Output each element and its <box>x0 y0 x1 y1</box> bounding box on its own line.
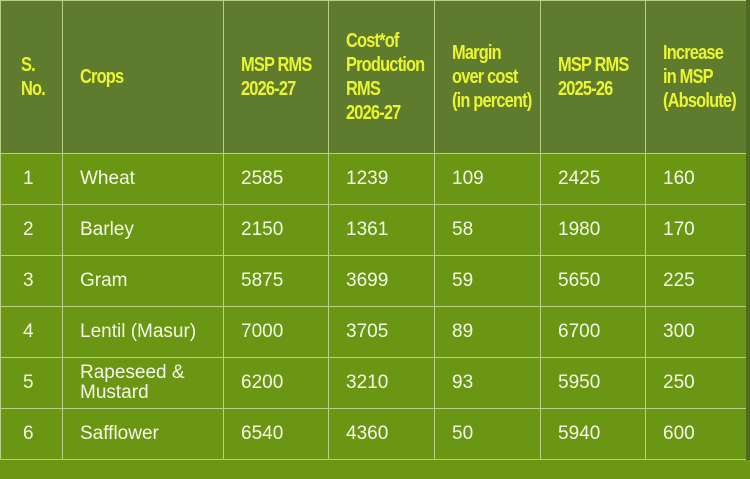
cell-increase: 300 <box>645 306 747 358</box>
table-row: 6 Safflower 6540 4360 50 5940 600 <box>0 408 747 460</box>
cell-cost-of-production: 3699 <box>328 255 435 307</box>
cell-msp-2025-26: 6700 <box>540 306 646 358</box>
cell-crop: Safflower <box>62 408 224 460</box>
header-line: Crops <box>80 66 124 88</box>
header-line: No. <box>21 78 46 100</box>
cell-crop: Wheat <box>62 153 224 205</box>
cell-msp-2026-27: 5875 <box>223 255 329 307</box>
header-sno: S. No. <box>0 0 63 154</box>
cell-msp-2025-26: 5950 <box>540 357 646 409</box>
header-line: MSP RMS <box>241 54 312 76</box>
table-row: 4 Lentil (Masur) 7000 3705 89 6700 300 <box>0 306 747 358</box>
cell-margin: 89 <box>434 306 541 358</box>
right-edge <box>746 0 750 479</box>
cell-increase: 225 <box>645 255 747 307</box>
cell-cost-of-production: 4360 <box>328 408 435 460</box>
header-line: MSP RMS <box>558 54 629 76</box>
table-row: 5 Rapeseed & Mustard 6200 3210 93 5950 250 <box>0 357 747 409</box>
header-line: Increase <box>663 42 724 64</box>
cell-crop: Lentil (Masur) <box>62 306 224 358</box>
cell-msp-2026-27: 6200 <box>223 357 329 409</box>
header-row: S. No. Crops MSP RMS 2026-27 Cost*of Productio… <box>0 0 747 154</box>
header-line: (in percent) <box>452 90 532 112</box>
msp-table: S. No. Crops MSP RMS 2026-27 Cost*of Productio… <box>0 0 747 460</box>
cell-sno: 2 <box>0 204 63 256</box>
cell-increase: 250 <box>645 357 747 409</box>
cell-sno: 3 <box>0 255 63 307</box>
cell-cost-of-production: 3705 <box>328 306 435 358</box>
cell-msp-2026-27: 2585 <box>223 153 329 205</box>
cell-sno: 5 <box>0 357 63 409</box>
cell-cost-of-production: 3210 <box>328 357 435 409</box>
cell-margin: 50 <box>434 408 541 460</box>
header-line: 2026-27 <box>241 78 296 100</box>
header-line: RMS <box>346 78 381 100</box>
cell-msp-2026-27: 2150 <box>223 204 329 256</box>
header-cost-of-production: Cost*of Production RMS 2026-27 <box>328 0 435 154</box>
cell-crop: Gram <box>62 255 224 307</box>
cell-cost-of-production: 1239 <box>328 153 435 205</box>
header-line: S. <box>21 54 36 76</box>
cell-cost-of-production: 1361 <box>328 204 435 256</box>
table-row: 3 Gram 5875 3699 59 5650 225 <box>0 255 747 307</box>
header-msp-2026-27: MSP RMS 2026-27 <box>223 0 329 154</box>
cell-increase: 600 <box>645 408 747 460</box>
header-line: in MSP <box>663 66 714 88</box>
cell-msp-2025-26: 5940 <box>540 408 646 460</box>
cell-sno: 1 <box>0 153 63 205</box>
header-line: 2025-26 <box>558 78 613 100</box>
cell-msp-2025-26: 1980 <box>540 204 646 256</box>
header-line: Cost*of <box>346 30 399 52</box>
header-line: (Absolute) <box>663 90 737 112</box>
table-body: 1 Wheat 2585 1239 109 2425 160 2 Barley 2150 1361 5… <box>0 153 747 460</box>
header-margin: Margin over cost (in percent) <box>434 0 541 154</box>
header-crop: Crops <box>62 0 224 154</box>
header-line: Production <box>346 54 425 76</box>
cell-msp-2026-27: 6540 <box>223 408 329 460</box>
cell-increase: 170 <box>645 204 747 256</box>
cell-msp-2025-26: 5650 <box>540 255 646 307</box>
cell-sno: 6 <box>0 408 63 460</box>
table-row: 1 Wheat 2585 1239 109 2425 160 <box>0 153 747 205</box>
cell-msp-2025-26: 2425 <box>540 153 646 205</box>
header-line: Margin <box>452 42 502 64</box>
header-msp-2025-26: MSP RMS 2025-26 <box>540 0 646 154</box>
cell-margin: 93 <box>434 357 541 409</box>
cell-crop: Barley <box>62 204 224 256</box>
cell-sno: 4 <box>0 306 63 358</box>
cell-msp-2026-27: 7000 <box>223 306 329 358</box>
header-increase: Increase in MSP (Absolute) <box>645 0 747 154</box>
header-line: over cost <box>452 66 518 88</box>
cell-increase: 160 <box>645 153 747 205</box>
cell-margin: 58 <box>434 204 541 256</box>
cell-margin: 109 <box>434 153 541 205</box>
cell-crop: Rapeseed & Mustard <box>62 357 224 409</box>
table-row: 2 Barley 2150 1361 58 1980 170 <box>0 204 747 256</box>
header-line: 2026-27 <box>346 102 401 124</box>
cell-margin: 59 <box>434 255 541 307</box>
table-footer-strip <box>0 460 750 479</box>
